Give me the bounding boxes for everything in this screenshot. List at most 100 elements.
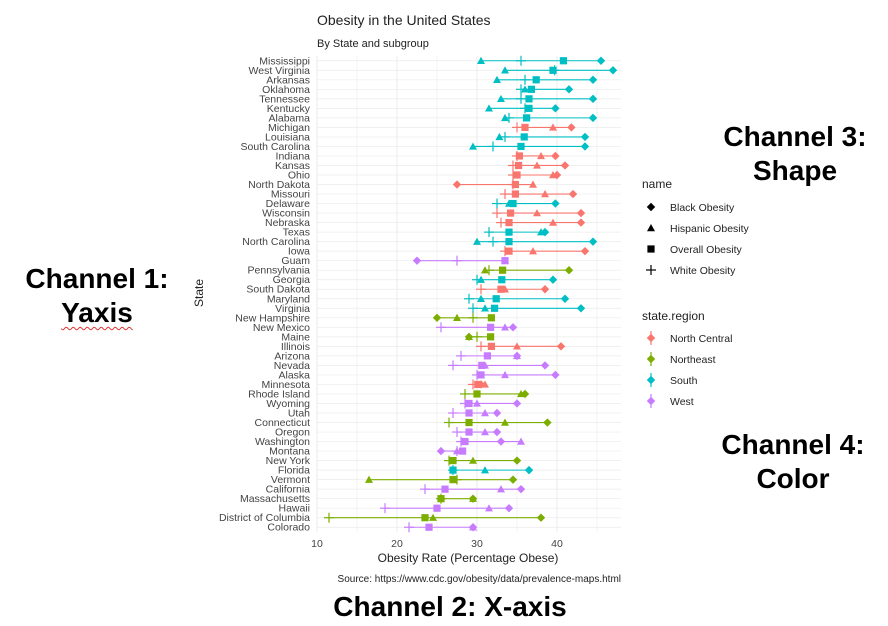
overall-obesity-mark: [449, 457, 457, 465]
state-label: Tennessee: [259, 93, 310, 105]
black-obesity-mark: [551, 370, 560, 380]
state-label: Hawaii: [278, 503, 310, 515]
hispanic-obesity-mark: [493, 75, 501, 83]
white-obesity-mark: [448, 360, 458, 371]
overall-obesity-mark: [487, 342, 495, 350]
white-obesity-mark: [492, 198, 502, 209]
state-label: Kansas: [275, 160, 310, 172]
state-label: Kentucky: [267, 103, 311, 115]
white-obesity-mark: [476, 341, 486, 352]
black-obesity-mark: [551, 199, 560, 208]
overall-obesity-mark: [478, 361, 486, 369]
white-obesity-mark: [516, 55, 526, 66]
state-label: Indiana: [276, 150, 311, 162]
overall-obesity-mark: [492, 295, 500, 303]
black-obesity-mark: [540, 361, 550, 370]
legend-shape-label: White Obesity: [670, 265, 736, 277]
state-label: Colorado: [267, 522, 310, 534]
black-obesity-mark: [576, 304, 586, 313]
hispanic-obesity-mark: [541, 190, 549, 198]
color-legend: state.region North Central Northeast South W…: [642, 309, 732, 408]
hispanic-obesity-mark: [521, 85, 529, 93]
state-label: Oregon: [275, 427, 310, 439]
black-obesity-mark: [464, 332, 474, 342]
black-obesity-mark: [588, 113, 598, 123]
black-obesity-mark: [512, 351, 522, 361]
hispanic-obesity-mark: [501, 370, 509, 379]
legend-color-label: West: [670, 396, 694, 408]
hispanic-obesity-mark: [477, 294, 485, 302]
channel4-line2: Color: [756, 463, 830, 494]
black-obesity-mark: [552, 170, 562, 180]
overall-obesity-mark: [527, 85, 535, 93]
black-obesity-mark: [512, 399, 522, 408]
shape-legend-title: name: [642, 177, 672, 191]
channel4-annotation: Channel 4: Color: [698, 428, 888, 496]
white-obesity-mark: [516, 93, 526, 104]
white-obesity-mark: [496, 217, 506, 228]
black-obesity-mark: [512, 456, 522, 465]
black-obesity-mark: [576, 208, 586, 218]
overall-obesity-mark: [505, 238, 513, 246]
legend-shape-key: [646, 202, 656, 212]
black-obesity-mark: [580, 142, 590, 151]
x-tick-label: 30: [471, 538, 483, 550]
overall-obesity-mark: [532, 76, 540, 84]
state-label: Wisconsin: [262, 208, 310, 220]
white-obesity-mark: [452, 427, 462, 438]
legend-color-key: [646, 396, 656, 406]
state-label: New York: [266, 455, 311, 467]
state-label: North Dakota: [248, 179, 310, 191]
overall-obesity-mark: [487, 314, 495, 322]
white-obesity-mark: [488, 141, 498, 152]
hispanic-obesity-mark: [473, 237, 481, 245]
hispanic-obesity-mark: [513, 342, 521, 350]
state-label: Michigan: [268, 122, 310, 134]
white-obesity-mark: [512, 122, 522, 133]
state-label: Utah: [288, 408, 310, 420]
hispanic-obesity-mark: [533, 209, 541, 217]
state-label: District of Columbia: [219, 512, 310, 524]
black-obesity-mark: [588, 75, 598, 84]
hispanic-obesity-mark: [495, 132, 504, 141]
black-obesity-mark: [556, 342, 566, 351]
black-obesity-mark: [508, 475, 518, 484]
x-tick-labels: 10 20 30 40: [311, 538, 563, 550]
state-label: Nebraska: [265, 217, 310, 229]
state-label: Georgia: [273, 274, 311, 286]
state-label: Illinois: [281, 341, 310, 353]
channel3-line2: Shape: [752, 155, 838, 186]
overall-obesity-mark: [513, 171, 521, 179]
white-obesity-mark: [436, 322, 446, 333]
state-label: South Carolina: [241, 141, 311, 153]
black-obesity-mark: [524, 465, 534, 475]
white-obesity-mark: [460, 388, 470, 399]
white-obesity-mark: [448, 408, 458, 418]
state-label: Virginia: [275, 303, 310, 315]
black-obesity-mark: [568, 189, 578, 199]
overall-obesity-mark: [511, 180, 519, 189]
black-obesity-mark: [412, 256, 422, 265]
overall-obesity-mark: [525, 104, 533, 112]
black-obesity-mark: [608, 66, 618, 75]
y-axis-label: State: [192, 279, 206, 307]
overall-obesity-mark: [477, 371, 485, 379]
state-label: Connecticut: [255, 417, 311, 429]
channel1-line2-text: Yaxis: [61, 297, 133, 328]
legend-color-label: North Central: [670, 333, 732, 345]
black-obesity-mark: [468, 494, 478, 503]
white-obesity-mark: [492, 208, 502, 219]
black-obesity-mark: [588, 237, 598, 246]
state-label: Iowa: [288, 246, 310, 258]
state-label: Maryland: [267, 293, 310, 305]
overall-obesity-mark: [465, 428, 473, 436]
white-obesity-mark: [468, 312, 478, 323]
channel1-line2: Yaxis: [12, 296, 182, 330]
white-obesity-mark: [464, 293, 474, 304]
hispanic-obesity-mark: [533, 161, 541, 169]
hispanic-obesity-mark: [529, 247, 537, 255]
black-obesity-mark: [520, 389, 530, 399]
state-label: Minnesota: [262, 379, 311, 391]
state-label: Alaska: [278, 369, 310, 381]
chart-caption: Source: https://www.cdc.gov/obesity/data…: [338, 574, 621, 585]
